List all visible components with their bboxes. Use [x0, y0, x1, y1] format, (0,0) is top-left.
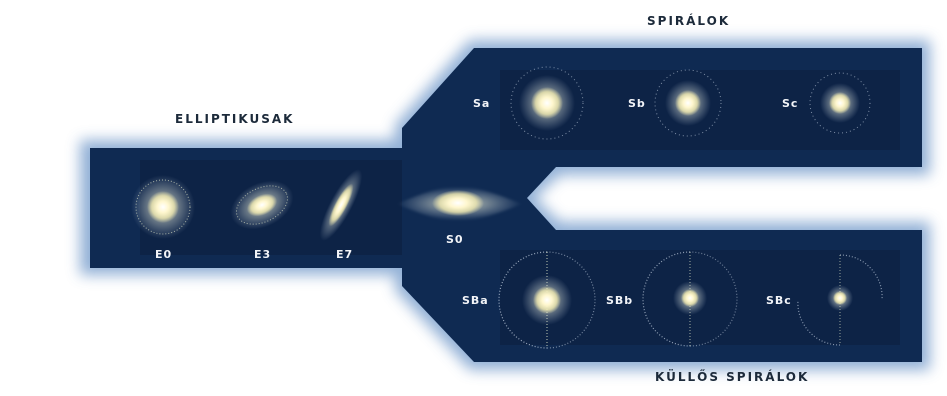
- label-sba: SBa: [462, 294, 489, 307]
- title-elliptical: ELLIPTIKUSAK: [175, 112, 295, 126]
- label-e0: E0: [155, 248, 173, 261]
- galaxy-sa: [510, 66, 584, 140]
- galaxy-sbb: [642, 251, 738, 347]
- galaxy-sb: [654, 69, 722, 137]
- title-spiral: SPIRÁLOK: [647, 14, 731, 28]
- label-e7: E7: [336, 248, 354, 261]
- galaxy-e7: [319, 169, 363, 241]
- label-sbc: SBc: [766, 294, 792, 307]
- label-sa: Sa: [473, 97, 491, 110]
- label-sb: Sb: [628, 97, 646, 110]
- galaxy-e0: [131, 175, 195, 239]
- galaxy-sc: [809, 72, 871, 134]
- label-sbb: SBb: [606, 294, 634, 307]
- label-e3: E3: [254, 248, 272, 261]
- label-s0: S0: [446, 233, 464, 246]
- galaxy-sba: [498, 251, 596, 349]
- label-sc: Sc: [782, 97, 799, 110]
- title-barred-spiral: KÜLLŐS SPIRÁLOK: [655, 370, 810, 384]
- galaxy-e3: [230, 180, 294, 230]
- galaxy-s0: [397, 186, 522, 221]
- galaxy-sbc: [797, 254, 883, 346]
